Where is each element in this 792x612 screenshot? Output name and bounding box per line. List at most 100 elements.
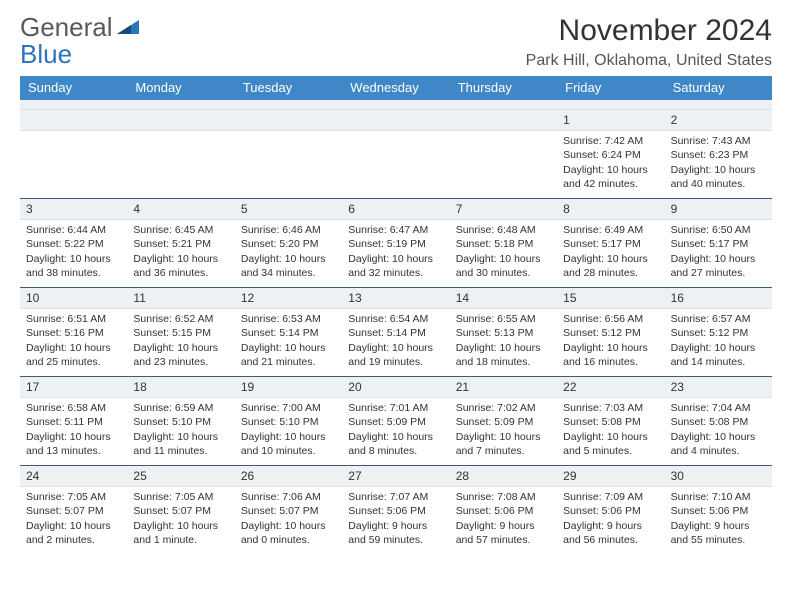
page: General Blue November 2024 Park Hill, Ok… <box>0 0 792 574</box>
daylight-text: Daylight: 9 hours and 56 minutes. <box>563 519 658 547</box>
sunset-text: Sunset: 5:07 PM <box>133 504 228 518</box>
dow-thu: Thursday <box>450 76 557 100</box>
sunset-text: Sunset: 5:06 PM <box>348 504 443 518</box>
day-number: 6 <box>342 199 449 220</box>
sunset-text: Sunset: 5:19 PM <box>348 237 443 251</box>
sunrise-text: Sunrise: 6:54 AM <box>348 312 443 326</box>
daylight-text: Daylight: 10 hours and 10 minutes. <box>241 430 336 458</box>
logo-text: General Blue <box>20 14 143 69</box>
sunset-text: Sunset: 5:06 PM <box>456 504 551 518</box>
day-cell <box>235 110 342 198</box>
day-cell: 13Sunrise: 6:54 AMSunset: 5:14 PMDayligh… <box>342 288 449 376</box>
day-cell: 26Sunrise: 7:06 AMSunset: 5:07 PMDayligh… <box>235 466 342 554</box>
sunset-text: Sunset: 5:07 PM <box>241 504 336 518</box>
sunrise-text: Sunrise: 7:04 AM <box>671 401 766 415</box>
sunset-text: Sunset: 5:15 PM <box>133 326 228 340</box>
day-cell: 11Sunrise: 6:52 AMSunset: 5:15 PMDayligh… <box>127 288 234 376</box>
day-cell: 5Sunrise: 6:46 AMSunset: 5:20 PMDaylight… <box>235 199 342 287</box>
sunrise-text: Sunrise: 6:56 AM <box>563 312 658 326</box>
dow-fri: Friday <box>557 76 664 100</box>
day-cell: 29 Sunrise: 7:09 AMSunset: 5:06 PMDayligh… <box>557 466 664 554</box>
sunrise-text: Sunrise: 7:09 AM <box>563 490 658 504</box>
daylight-text: Daylight: 10 hours and 38 minutes. <box>26 252 121 280</box>
sunset-text: Sunset: 5:06 PM <box>671 504 766 518</box>
day-cell: 2Sunrise: 7:43 AMSunset: 6:23 PMDaylight… <box>665 110 772 198</box>
day-number: 3 <box>20 199 127 220</box>
day-cell <box>20 110 127 198</box>
day-number <box>342 110 449 131</box>
dow-sun: Sunday <box>20 76 127 100</box>
spacer-row <box>20 100 772 110</box>
sunrise-text: Sunrise: 7:05 AM <box>26 490 121 504</box>
daylight-text: Daylight: 9 hours and 57 minutes. <box>456 519 551 547</box>
day-number: 30 <box>665 466 772 487</box>
sunrise-text: Sunrise: 6:51 AM <box>26 312 121 326</box>
day-cell: 12Sunrise: 6:53 AMSunset: 5:14 PMDayligh… <box>235 288 342 376</box>
sunrise-text: Sunrise: 6:45 AM <box>133 223 228 237</box>
dow-mon: Monday <box>127 76 234 100</box>
daylight-text: Daylight: 10 hours and 8 minutes. <box>348 430 443 458</box>
sunrise-text: Sunrise: 7:00 AM <box>241 401 336 415</box>
sunrise-text: Sunrise: 7:01 AM <box>348 401 443 415</box>
sunrise-text: Sunrise: 6:50 AM <box>671 223 766 237</box>
day-number: 11 <box>127 288 234 309</box>
dow-sat: Saturday <box>665 76 772 100</box>
sunrise-text: Sunrise: 6:52 AM <box>133 312 228 326</box>
sunset-text: Sunset: 5:07 PM <box>26 504 121 518</box>
logo-line2: Blue <box>20 39 72 69</box>
sunset-text: Sunset: 5:08 PM <box>671 415 766 429</box>
sunset-text: Sunset: 5:09 PM <box>348 415 443 429</box>
day-number: 28 <box>450 466 557 487</box>
sunrise-text: Sunrise: 6:55 AM <box>456 312 551 326</box>
daylight-text: Daylight: 10 hours and 28 minutes. <box>563 252 658 280</box>
day-number: 14 <box>450 288 557 309</box>
day-number: 17 <box>20 377 127 398</box>
day-cell: 3Sunrise: 6:44 AMSunset: 5:22 PMDaylight… <box>20 199 127 287</box>
sunset-text: Sunset: 5:18 PM <box>456 237 551 251</box>
day-cell: 1Sunrise: 7:42 AMSunset: 6:24 PMDaylight… <box>557 110 664 198</box>
day-cell <box>127 110 234 198</box>
daylight-text: Daylight: 10 hours and 4 minutes. <box>671 430 766 458</box>
day-cell: 23Sunrise: 7:04 AMSunset: 5:08 PMDayligh… <box>665 377 772 465</box>
week-row: 24Sunrise: 7:05 AMSunset: 5:07 PMDayligh… <box>20 465 772 554</box>
daylight-text: Daylight: 10 hours and 2 minutes. <box>26 519 121 547</box>
weeks-container: 1Sunrise: 7:42 AMSunset: 6:24 PMDaylight… <box>20 110 772 554</box>
sunset-text: Sunset: 5:20 PM <box>241 237 336 251</box>
daylight-text: Daylight: 10 hours and 42 minutes. <box>563 163 658 191</box>
month-title: November 2024 <box>526 14 772 48</box>
week-row: 17Sunrise: 6:58 AMSunset: 5:11 PMDayligh… <box>20 376 772 465</box>
day-number <box>20 110 127 131</box>
day-number <box>450 110 557 131</box>
daylight-text: Daylight: 9 hours and 59 minutes. <box>348 519 443 547</box>
sunrise-text: Sunrise: 7:42 AM <box>563 134 658 148</box>
day-number: 8 <box>557 199 664 220</box>
day-number: 22 <box>557 377 664 398</box>
day-cell: 14Sunrise: 6:55 AMSunset: 5:13 PMDayligh… <box>450 288 557 376</box>
week-row: 10Sunrise: 6:51 AMSunset: 5:16 PMDayligh… <box>20 287 772 376</box>
daylight-text: Daylight: 10 hours and 0 minutes. <box>241 519 336 547</box>
logo-line1: General <box>20 12 113 42</box>
day-number: 29 <box>557 466 664 487</box>
sunset-text: Sunset: 5:16 PM <box>26 326 121 340</box>
day-number: 9 <box>665 199 772 220</box>
sunset-text: Sunset: 5:06 PM <box>563 504 658 518</box>
dow-tue: Tuesday <box>235 76 342 100</box>
calendar: Sunday Monday Tuesday Wednesday Thursday… <box>20 76 772 554</box>
sunset-text: Sunset: 5:12 PM <box>671 326 766 340</box>
sunrise-text: Sunrise: 7:43 AM <box>671 134 766 148</box>
daylight-text: Daylight: 10 hours and 18 minutes. <box>456 341 551 369</box>
sunset-text: Sunset: 5:09 PM <box>456 415 551 429</box>
day-cell: 22Sunrise: 7:03 AMSunset: 5:08 PMDayligh… <box>557 377 664 465</box>
sunset-text: Sunset: 6:24 PM <box>563 148 658 162</box>
week-row: 1Sunrise: 7:42 AMSunset: 6:24 PMDaylight… <box>20 110 772 198</box>
daylight-text: Daylight: 10 hours and 16 minutes. <box>563 341 658 369</box>
sunrise-text: Sunrise: 6:49 AM <box>563 223 658 237</box>
day-number: 13 <box>342 288 449 309</box>
sunset-text: Sunset: 5:14 PM <box>241 326 336 340</box>
daylight-text: Daylight: 10 hours and 21 minutes. <box>241 341 336 369</box>
day-number: 12 <box>235 288 342 309</box>
day-number: 5 <box>235 199 342 220</box>
day-number: 7 <box>450 199 557 220</box>
day-number <box>127 110 234 131</box>
day-cell: 4Sunrise: 6:45 AMSunset: 5:21 PMDaylight… <box>127 199 234 287</box>
